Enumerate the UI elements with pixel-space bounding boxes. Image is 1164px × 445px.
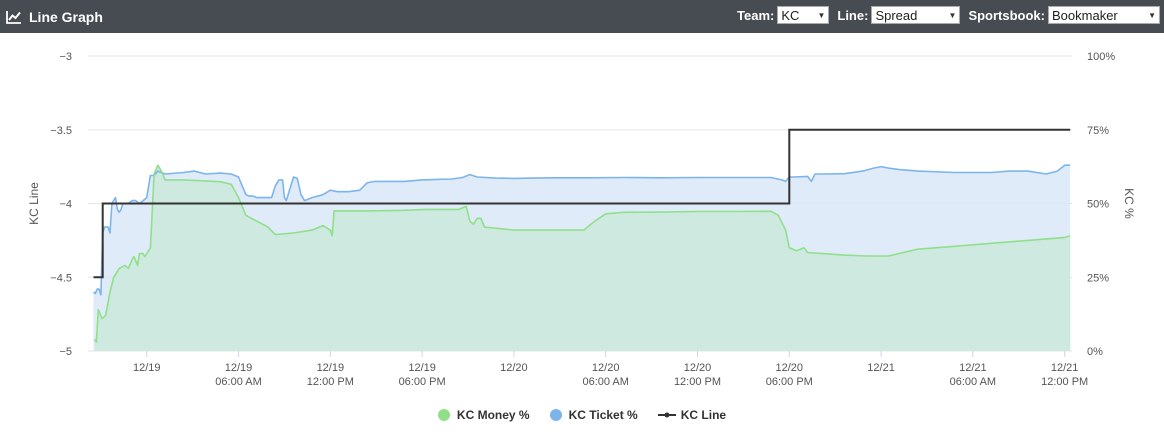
x-tick-time-label: 06:00 PM (399, 376, 446, 388)
header-bar: Line Graph Team: KC ▼ Line: Spread ▼ Spo… (0, 0, 1164, 33)
line-graph-chart: −3 −3.5 −4 −4.5 −5 100% 75% 50% 25% 0% KC Line KC %… (27, 51, 1136, 388)
line-chart-icon (6, 11, 21, 24)
legend-money-swatch (437, 409, 450, 421)
y-right-tick-label: 50% (1087, 199, 1109, 211)
chart-title: Line Graph (6, 7, 103, 27)
x-tick-date-label: 12/20 (776, 362, 804, 374)
sportsbook-select[interactable]: Bookmaker ▼ (1048, 6, 1160, 24)
legend-ticket-label: KC Ticket % (568, 408, 638, 422)
y-left-tick-label: −4.5 (50, 272, 72, 284)
legend-item-money[interactable]: KC Money % (437, 408, 530, 422)
ticket-series-line (92, 164, 1071, 296)
x-tick-date-label: 12/19 (408, 362, 436, 374)
y-left-tick-label: −3 (59, 51, 72, 63)
kc-line-series (93, 128, 1071, 279)
team-select-value: KC (781, 8, 800, 23)
legend-item-line[interactable]: KC Line (657, 408, 727, 422)
title-text: Line Graph (29, 9, 103, 25)
team-label: Team: (737, 7, 775, 23)
x-tick-time-label: 12:00 PM (674, 376, 721, 388)
y-left-tick-label: −5 (59, 346, 72, 358)
sportsbook-select-value: Bookmaker (1052, 8, 1118, 23)
legend-line-label: KC Line (680, 408, 727, 422)
x-tick-date-label: 12/20 (500, 362, 528, 374)
chevron-down-icon: ▼ (817, 11, 826, 20)
x-tick-date-label: 12/21 (867, 362, 895, 374)
legend-line-swatch (657, 412, 676, 418)
team-select[interactable]: KC ▼ (777, 6, 830, 24)
y-left-tick-label: −4 (59, 199, 72, 211)
line-select-value: Spread (875, 8, 918, 23)
filter-controls: Team: KC ▼ Line: Spread ▼ Sportsbook: Bo… (729, 6, 1160, 24)
line-label: Line: (837, 7, 869, 23)
x-tick-time-label: 12:00 PM (1041, 376, 1088, 388)
y-right-tick-label: 25% (1087, 272, 1109, 284)
x-tick-time-label: 06:00 AM (582, 376, 628, 388)
legend-item-ticket[interactable]: KC Ticket % (549, 408, 638, 422)
x-tick-date-label: 12/19 (225, 362, 253, 374)
line-select[interactable]: Spread ▼ (871, 6, 961, 24)
y-right-tick-label: 100% (1087, 51, 1115, 63)
legend-money-label: KC Money % (456, 408, 530, 422)
y-right-tick-label: 0% (1087, 346, 1103, 358)
x-tick-date-label: 12/19 (317, 362, 345, 374)
x-tick-time-label: 06:00 PM (766, 376, 813, 388)
x-tick-time-label: 06:00 AM (950, 376, 996, 388)
x-tick-date-label: 12/19 (133, 362, 161, 374)
y-right-axis-title: KC % (1122, 188, 1136, 219)
x-tick-date-label: 12/20 (592, 362, 620, 374)
x-tick-time-label: 12:00 PM (307, 376, 354, 388)
y-left-axis-title: KC Line (27, 182, 41, 225)
money-series-line (93, 164, 1071, 343)
y-left-tick-label: −3.5 (50, 125, 72, 137)
chevron-down-icon: ▼ (1148, 11, 1156, 20)
x-tick-date-label: 12/20 (684, 362, 712, 374)
x-tick-date-label: 12/21 (959, 362, 987, 374)
y-right-tick-label: 75% (1087, 125, 1109, 137)
chevron-down-icon: ▼ (948, 11, 957, 20)
x-tick-time-label: 06:00 AM (215, 376, 261, 388)
legend-ticket-swatch (549, 409, 562, 421)
sportsbook-label: Sportsbook: (968, 7, 1045, 23)
x-tick-date-label: 12/21 (1051, 362, 1079, 374)
legend: KC Money % KC Ticket % KC Line (0, 408, 1164, 422)
